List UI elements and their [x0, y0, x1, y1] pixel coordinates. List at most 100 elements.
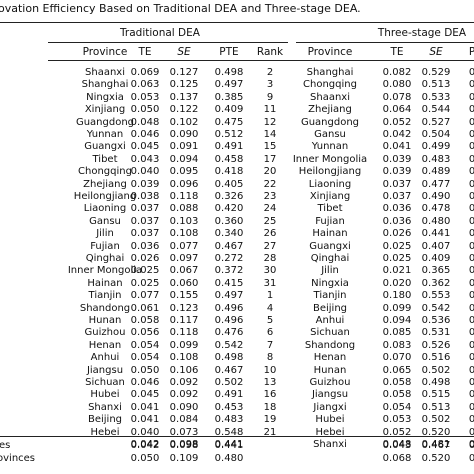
cell-right-se: 0.516	[421, 352, 451, 364]
cell-right-province: Tibet	[317, 203, 343, 215]
cell-left-rank: 21	[263, 426, 277, 438]
cell-left-pte: 0.441	[214, 439, 244, 450]
cell-right-pte: 0	[468, 129, 474, 140]
cell-right-te: 0.039	[382, 166, 412, 178]
cell-right-te: 0.020	[382, 277, 412, 289]
cell-left-province: Yunnan	[86, 129, 124, 140]
cell-left-rank: 6	[266, 327, 274, 339]
cell-left-province: Hebei	[90, 426, 120, 438]
cell-right-te: 0.037	[382, 178, 412, 190]
cell-right-te: 0.180	[382, 290, 412, 302]
cell-left-te: 0.025	[130, 265, 160, 277]
cell-right-se: 0.515	[421, 389, 451, 401]
cell-right-pte: 0	[468, 203, 474, 215]
cell-left-pte: 0.512	[214, 129, 244, 140]
cell-right-province: Zhejiang	[308, 104, 352, 116]
summary-label: es	[0, 440, 11, 451]
cell-left-se: 0.103	[169, 215, 199, 227]
cell-right-pte: 0	[468, 240, 474, 252]
cell-left-se: 0.118	[169, 191, 199, 202]
header-right-province: Province	[307, 46, 353, 58]
cell-left-se: 0.097	[169, 253, 199, 264]
header-left-te: TE	[138, 46, 152, 58]
cell-left-te: 0.037	[130, 215, 160, 227]
cell-left-se: 0.137	[169, 91, 199, 103]
top-rule	[0, 22, 474, 23]
summary-right-pte: 0	[468, 440, 474, 451]
cell-right-se: 0.513	[421, 79, 451, 91]
cell-left-pte: 0.497	[214, 290, 244, 302]
cell-right-te: 0.039	[382, 153, 412, 165]
cell-left-province: Shanghai	[81, 79, 129, 91]
cell-right-pte: 0	[468, 191, 474, 202]
cell-left-pte: 0.502	[214, 377, 244, 388]
cell-right-te: 0.052	[382, 116, 412, 128]
cell-left-province: Zhejiang	[83, 178, 127, 190]
summary-left-te: 0.050	[130, 452, 160, 464]
cell-right-te: 0.025	[382, 240, 412, 252]
cell-right-pte: 0	[468, 153, 474, 165]
cell-right-se: 0.544	[421, 104, 451, 116]
cell-left-se: 0.073	[169, 426, 199, 438]
header-left-rank: Rank	[256, 46, 284, 58]
cell-right-te: 0.094	[382, 315, 412, 326]
cell-left-rank: 7	[266, 339, 274, 351]
cell-left-se: 0.088	[169, 203, 199, 215]
cell-right-province: Beijing	[312, 302, 348, 314]
cell-left-pte: 0.409	[214, 104, 244, 116]
cell-right-province: Shanghai	[306, 67, 354, 78]
cell-right-se: 0.481	[421, 439, 451, 450]
header-left-province: Province	[82, 46, 128, 58]
header-right-te: TE	[390, 46, 404, 58]
cell-right-province: Xinjiang	[309, 191, 351, 202]
cell-left-te: 0.053	[130, 91, 160, 103]
cell-right-se: 0.490	[421, 191, 451, 202]
cell-left-rank: 16	[263, 389, 277, 401]
summary-right-te: 0.043	[382, 440, 412, 451]
cell-right-te: 0.048	[382, 439, 412, 450]
cell-left-rank: 14	[263, 129, 277, 140]
cell-left-rank: 2	[266, 67, 274, 78]
cell-right-pte: 0	[468, 228, 474, 240]
cell-right-pte: 0	[468, 414, 474, 426]
cell-left-rank: 30	[263, 265, 277, 277]
cell-left-se: 0.108	[169, 352, 199, 364]
cell-left-te: 0.054	[130, 339, 160, 351]
cell-right-province: Sichuan	[310, 327, 350, 339]
cell-right-te: 0.025	[382, 253, 412, 264]
cell-left-pte: 0.340	[214, 228, 244, 240]
header-rule	[48, 60, 474, 61]
cell-left-rank: 10	[263, 364, 277, 376]
cell-left-se: 0.098	[169, 439, 199, 450]
cell-left-te: 0.069	[130, 67, 160, 78]
cell-right-se: 0.527	[421, 116, 451, 128]
cell-left-te: 0.037	[130, 228, 160, 240]
cell-left-te: 0.056	[130, 327, 160, 339]
cell-right-pte: 0	[468, 315, 474, 326]
cell-right-te: 0.036	[382, 203, 412, 215]
group-rule-right	[296, 42, 474, 43]
cell-left-rank: 27	[263, 240, 277, 252]
cell-left-rank: 1	[266, 290, 274, 302]
cell-left-pte: 0.496	[214, 315, 244, 326]
cell-left-pte: 0.272	[214, 253, 244, 264]
cell-right-province: Hubei	[315, 414, 345, 426]
cell-left-rank: 26	[263, 228, 277, 240]
cell-left-province: Tianjin	[88, 290, 122, 302]
cell-left-pte: 0.498	[214, 67, 244, 78]
group-header-three-stage-dea: Three-stage DEA	[377, 27, 467, 39]
cell-left-pte: 0.467	[214, 364, 244, 376]
cell-left-rank: 5	[266, 315, 274, 326]
cell-left-province: Inner Mongolia	[67, 265, 143, 277]
cell-right-province: Jiangxi	[313, 401, 347, 413]
cell-right-province: Jiangsu	[311, 389, 349, 401]
cell-left-te: 0.026	[130, 253, 160, 264]
summary-left-se: 0.109	[169, 452, 199, 464]
cell-right-se: 0.409	[421, 253, 451, 264]
cell-left-te: 0.039	[130, 178, 160, 190]
cell-right-te: 0.083	[382, 339, 412, 351]
cell-left-province: Guizhou	[84, 327, 126, 339]
cell-left-rank: 31	[263, 277, 277, 289]
cell-right-pte: 0	[468, 91, 474, 103]
cell-left-pte: 0.491	[214, 141, 244, 153]
